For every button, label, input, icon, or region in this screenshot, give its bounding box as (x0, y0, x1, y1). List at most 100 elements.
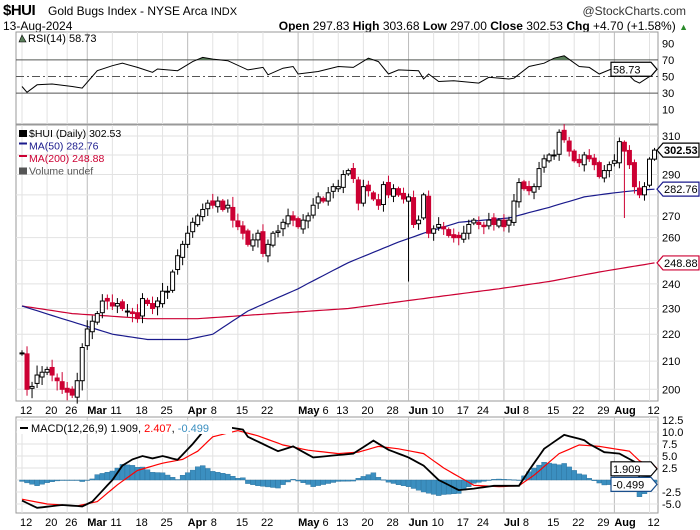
legend-swatch-icon (19, 155, 27, 157)
legend-label: Volume undef (29, 166, 93, 178)
date-tick-label: 22 (261, 405, 273, 417)
candle-body (631, 162, 637, 188)
macd-histogram-bar (385, 479, 392, 483)
legend-swatch-icon (19, 167, 27, 175)
price-tick-label: 200 (662, 384, 680, 396)
macd-histogram-bar (260, 479, 266, 487)
chg-value: +4.70 (+1.58%) (593, 19, 676, 33)
date-tick-label: 29 (597, 405, 609, 417)
signal-value: 2.407 (144, 423, 172, 435)
up-arrow-icon: ▲ (679, 22, 688, 32)
candle-body (139, 298, 145, 317)
candle (566, 136, 572, 157)
candle-body (34, 374, 40, 384)
date-tick-label: 20 (361, 517, 373, 529)
candle-body (536, 168, 542, 188)
macd-histogram-bar (435, 479, 442, 496)
macd-histogram-bar (230, 475, 236, 481)
candle (441, 221, 447, 236)
candle-body (155, 300, 161, 308)
macd-tag: 1.909 (610, 461, 658, 477)
candle-body (496, 219, 502, 227)
candle-body (185, 232, 191, 245)
candle-body (285, 215, 291, 225)
candle-body (431, 228, 437, 234)
candle (265, 239, 271, 263)
date-tick-label: 22 (572, 405, 584, 417)
date-tick-label: 26 (65, 405, 77, 417)
candle-body (245, 230, 251, 245)
candle-body (275, 230, 281, 233)
candle-body (225, 204, 231, 209)
macd-histogram-bar (270, 479, 276, 488)
candle-body (29, 385, 35, 389)
macd-histogram-bar (601, 479, 608, 486)
macd-histogram-bar (205, 468, 211, 481)
candle-body (647, 158, 652, 186)
candle-body (486, 219, 492, 227)
macd-histogram-bar (280, 479, 286, 485)
macd-histogram-bar (380, 479, 387, 481)
macd-histogram-bar (215, 472, 221, 481)
macd-histogram-bar (255, 479, 261, 486)
candle-body (375, 199, 381, 206)
candle-body (305, 215, 311, 222)
price-last-tag-text: 302.53 (664, 145, 698, 157)
candle (175, 249, 181, 275)
candle (576, 153, 582, 168)
macd-histogram-bar (446, 479, 452, 495)
candle (205, 199, 211, 216)
date-tick-label: 17 (457, 517, 469, 529)
date-tick-label: 10 (432, 405, 444, 417)
macd-histogram-bar (476, 479, 482, 483)
candle-body (506, 219, 512, 226)
macd-histogram-bar (250, 479, 256, 485)
candle-body (571, 150, 577, 162)
chg-label: Chg (566, 19, 590, 33)
chart-date: 13-Aug-2024 (3, 19, 73, 33)
date-tick-label: 26 (65, 517, 77, 529)
price-tick-label: 270 (662, 211, 680, 223)
candle-body (265, 243, 271, 257)
macd-histogram-bar (245, 479, 251, 484)
candle (621, 140, 627, 218)
macd-histogram-bar (360, 476, 367, 481)
candle (320, 196, 326, 204)
candle-body (396, 188, 401, 196)
candle-body (586, 155, 592, 160)
candle-body (74, 380, 80, 398)
candle (185, 225, 191, 248)
candle (64, 381, 70, 401)
macd-histogram-bar (370, 472, 377, 481)
candle-body (365, 184, 371, 192)
candle-body (411, 197, 417, 225)
macd-histogram-bar (134, 467, 141, 481)
candle-body (109, 302, 115, 307)
macd-histogram-bar (481, 479, 487, 482)
macd-histogram-bar (496, 478, 502, 481)
symbol: $HUI (3, 2, 36, 19)
candle-body (476, 221, 482, 225)
macd-histogram-bar (84, 479, 90, 481)
price-tick-label: 310 (662, 131, 680, 143)
candle (606, 161, 612, 178)
candle (521, 179, 527, 191)
candle-body (330, 186, 336, 192)
candle-body (150, 303, 156, 310)
date-tick-label: 24 (477, 405, 489, 417)
macd-legend-bg (17, 421, 232, 434)
candle-body (546, 154, 552, 162)
candle-body (94, 313, 100, 323)
rsi-tick-label: 10 (662, 105, 674, 117)
candle (215, 196, 221, 213)
macd-histogram-bar (430, 479, 437, 495)
candle (29, 381, 35, 399)
macd-value: 1.909 (110, 423, 138, 435)
macd-histogram-bar (94, 474, 101, 481)
candle (466, 219, 472, 240)
candle-body (421, 194, 427, 219)
candle-body (556, 131, 562, 155)
date-tick-label: 8 (211, 405, 217, 417)
histogram-tag-box (610, 476, 658, 492)
low-value: 297.00 (450, 19, 487, 33)
